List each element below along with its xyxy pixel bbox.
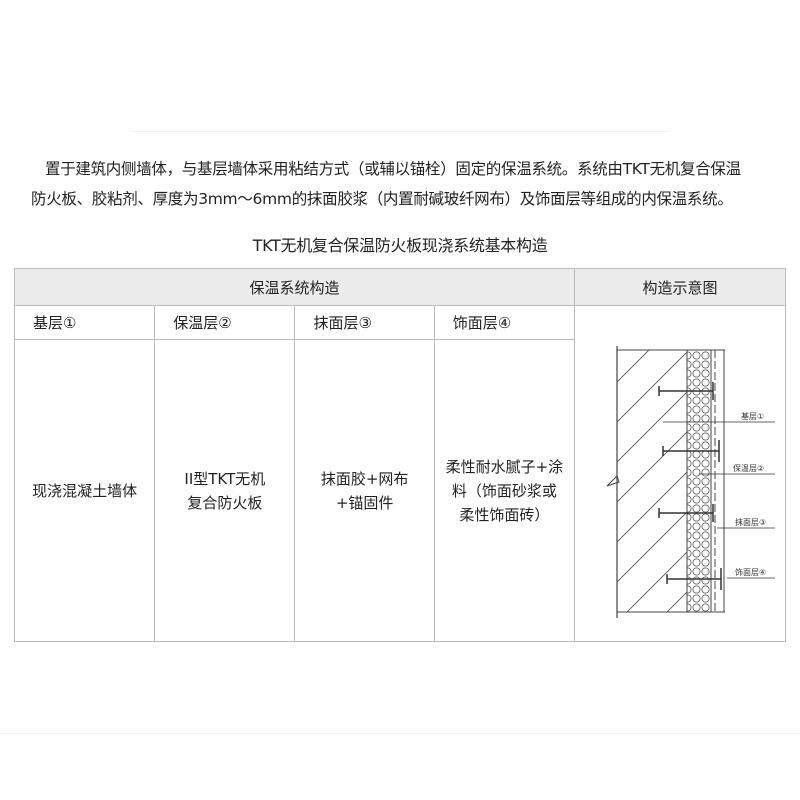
col-header-base: 基层① <box>13 304 156 341</box>
cell-finish: 柔性耐水腻子+涂 料（饰面砂浆或 柔性饰面砖） <box>433 339 575 642</box>
construction-table: 保温系统构造 构造示意图 基层① 保温层② 抹面层③ 饰面层④ <box>13 268 787 642</box>
cell-base: 现浇混凝土墙体 <box>13 339 156 642</box>
anchors <box>658 382 722 590</box>
intro-line-2: 防火板、胶粘剂、厚度为3mm～6mm的抹面胶浆（内置耐碱玻纤网布）及饰面层等组成… <box>31 190 733 208</box>
wall-section-diagram: 基层① 保温层② 抹面层③ 饰面层④ <box>606 346 775 618</box>
divider <box>130 131 670 132</box>
insulation-board <box>686 349 712 613</box>
intro-paragraph: 置于建筑内侧墙体，与基层墙体采用粘结方式（或辅以锚栓）固定的保温系统。系统由TK… <box>31 154 781 214</box>
diagram-label-base: 基层① <box>741 411 764 421</box>
concrete-wall <box>606 346 725 618</box>
diagram-label-insulation: 保温层② <box>733 463 764 473</box>
diagram-cell: 基层① 保温层② 抹面层③ 饰面层④ <box>573 305 787 642</box>
header-system-construction: 保温系统构造 <box>14 268 575 306</box>
table-title: TKT无机复合保温防火板现浇系统基本构造 <box>252 236 548 255</box>
intro-line-1: 置于建筑内侧墙体，与基层墙体采用粘结方式（或辅以锚栓）固定的保温系统。系统由TK… <box>45 160 741 178</box>
col-header-insulation: 保温层② <box>154 304 296 341</box>
divider <box>0 733 800 734</box>
diagram-label-finish: 饰面层④ <box>735 567 766 577</box>
col-header-plaster: 抹面层③ <box>294 304 435 341</box>
col-header-finish: 饰面层④ <box>433 304 575 341</box>
header-diagram: 构造示意图 <box>573 268 787 306</box>
diagram-label-plaster: 抹面层③ <box>735 517 766 527</box>
cell-plaster: 抹面胶+网布 +锚固件 <box>294 339 435 642</box>
cell-insulation: II型TKT无机 复合防火板 <box>154 339 296 642</box>
leader-lines <box>662 421 775 579</box>
